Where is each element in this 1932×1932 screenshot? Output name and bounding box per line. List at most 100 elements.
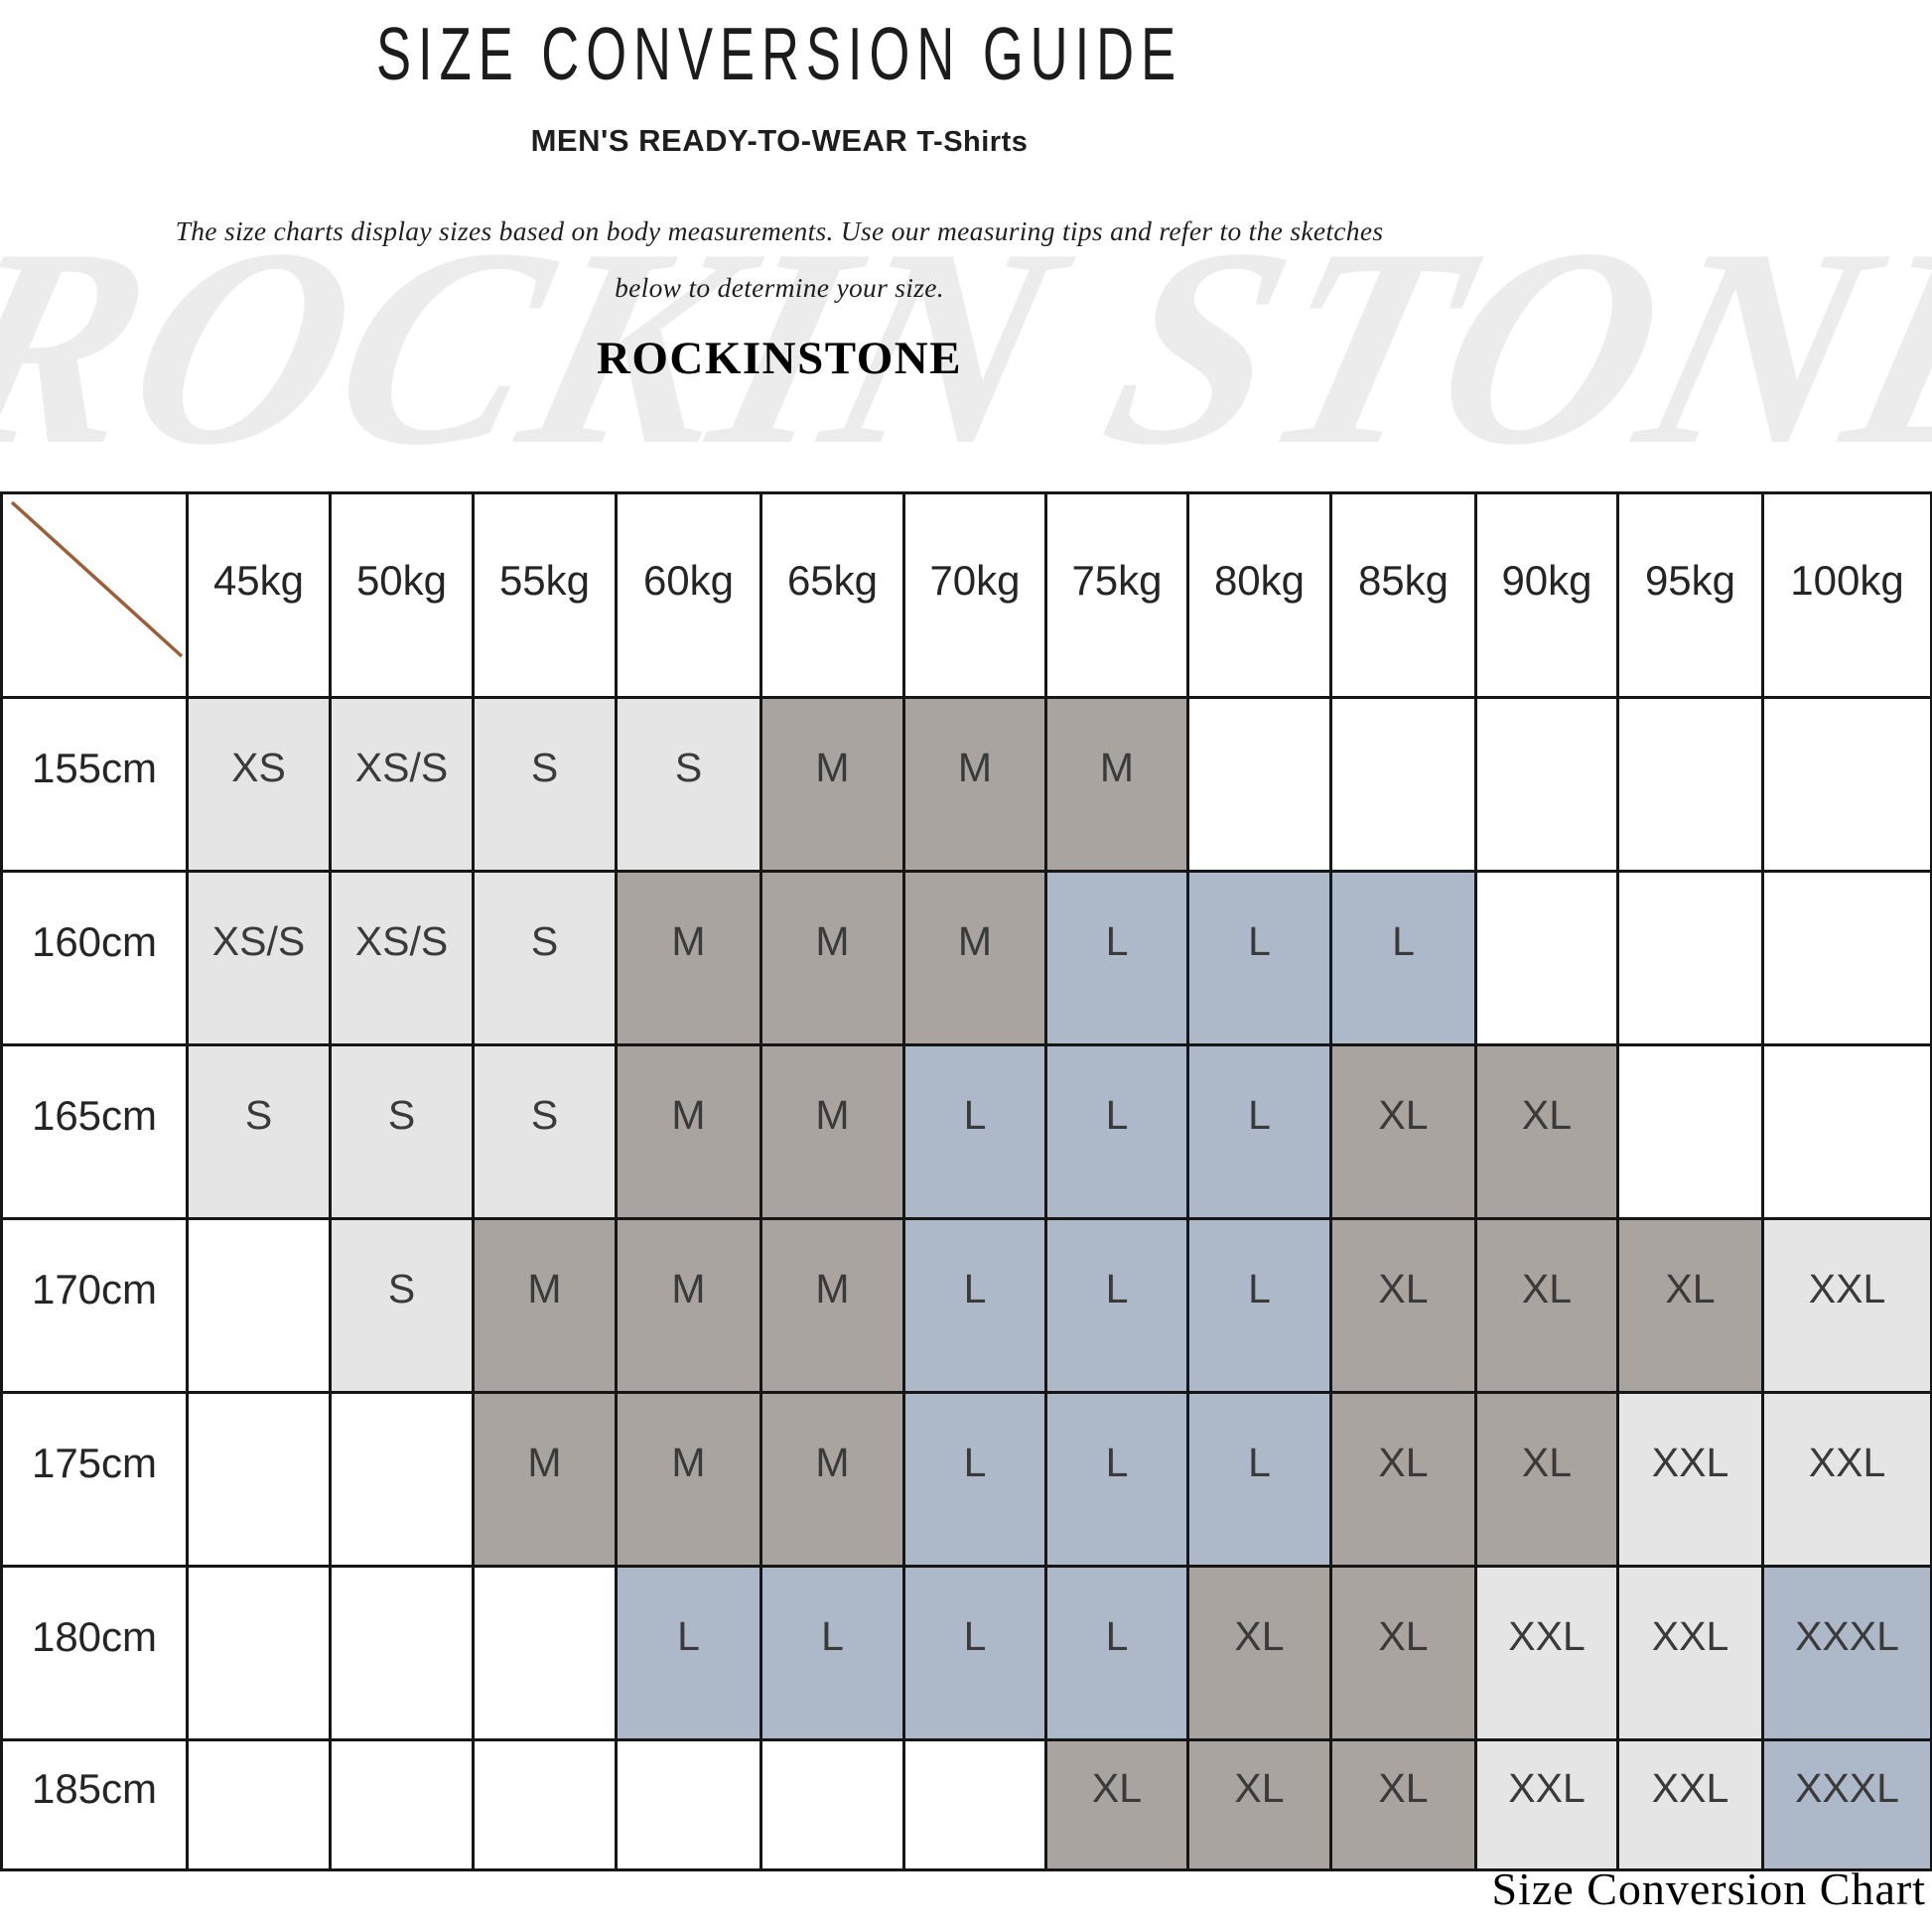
page-title: SIZE CONVERSION GUIDE: [375, 12, 1183, 95]
table-row: 160cm XS/S XS/S S M M M L L L: [0, 870, 1932, 1046]
size-cell: [472, 1738, 618, 1871]
size-cell: [186, 1217, 332, 1394]
size-cell: L: [902, 1043, 1047, 1220]
page-subtitle: MEN'S READY-TO-WEAR T-Shirts: [0, 123, 1559, 159]
size-cell: XL: [1474, 1217, 1619, 1394]
size-cell: XL: [1474, 1391, 1619, 1568]
table-header: 45kg 50kg 55kg 60kg 65kg 70kg 75kg 80kg 85kg 90kg…: [0, 491, 1932, 699]
size-cell: XL: [1044, 1738, 1189, 1871]
size-cell: M: [615, 1217, 762, 1394]
size-cell: L: [759, 1565, 905, 1741]
description-line-2: below to determine your size.: [615, 272, 944, 303]
size-cell: M: [472, 1217, 618, 1394]
size-cell: [1616, 870, 1764, 1046]
size-cell: S: [472, 870, 618, 1046]
size-cell: S: [186, 1043, 332, 1220]
weight-column-header: 75kg: [1044, 491, 1189, 699]
table-body: 155cm XS XS/S S S M M M 160cm XS/S XS/S S M M M L L L 165c…: [0, 696, 1932, 1871]
size-cell: XL: [1186, 1738, 1332, 1871]
size-cell: [472, 1565, 618, 1741]
size-cell: S: [472, 696, 618, 873]
size-cell: L: [1186, 870, 1332, 1046]
size-cell: [329, 1738, 475, 1871]
size-cell: XXXL: [1761, 1738, 1932, 1871]
size-cell: XXL: [1616, 1738, 1764, 1871]
table-row: 185cm XL XL XL XXL XXL XXXL: [0, 1738, 1932, 1871]
size-cell: XXL: [1474, 1738, 1619, 1871]
table-header-row: 45kg 50kg 55kg 60kg 65kg 70kg 75kg 80kg 85kg 90kg…: [0, 491, 1932, 699]
size-cell: L: [902, 1217, 1047, 1394]
size-cell: M: [759, 1217, 905, 1394]
weight-column-header: 60kg: [615, 491, 762, 699]
size-cell: XL: [1329, 1738, 1477, 1871]
size-cell: XL: [1474, 1043, 1619, 1220]
size-cell: [1474, 696, 1619, 873]
diagonal-line-icon: [10, 500, 184, 658]
weight-column-header: 70kg: [902, 491, 1047, 699]
description-line-1: The size charts display sizes based on b…: [175, 215, 1384, 246]
size-cell: [186, 1391, 332, 1568]
size-cell: [1186, 696, 1332, 873]
size-cell: XL: [1329, 1565, 1477, 1741]
size-cell: L: [1186, 1391, 1332, 1568]
height-row-label: 160cm: [0, 870, 189, 1046]
subtitle-product: T-Shirts: [916, 126, 1029, 158]
size-cell: M: [759, 1043, 905, 1220]
size-cell: XS/S: [186, 870, 332, 1046]
size-cell: XS/S: [329, 870, 475, 1046]
size-cell: L: [902, 1565, 1047, 1741]
table-row: 155cm XS XS/S S S M M M: [0, 696, 1932, 873]
table-corner-cell: [0, 491, 189, 699]
size-cell: M: [1044, 696, 1189, 873]
size-cell: XL: [1329, 1043, 1477, 1220]
size-cell: M: [902, 696, 1047, 873]
height-row-label: 155cm: [0, 696, 189, 873]
size-cell: M: [759, 870, 905, 1046]
size-cell: L: [1329, 870, 1477, 1046]
table-row: 170cm S M M M L L L XL XL XL XXL: [0, 1217, 1932, 1394]
size-cell: [1616, 696, 1764, 873]
weight-column-header: 65kg: [759, 491, 905, 699]
table-row: 175cm M M M L L L XL XL XXL XXL: [0, 1391, 1932, 1568]
subtitle-category: MEN'S READY-TO-WEAR: [530, 123, 908, 158]
table-row: 180cm L L L L XL XL XXL XXL XXXL: [0, 1565, 1932, 1741]
size-cell: M: [615, 1391, 762, 1568]
height-row-label: 185cm: [0, 1738, 189, 1871]
size-cell: [329, 1391, 475, 1568]
size-cell: XL: [1186, 1565, 1332, 1741]
brand-name: ROCKINSTONE: [596, 333, 963, 384]
size-cell: S: [472, 1043, 618, 1220]
height-row-label: 170cm: [0, 1217, 189, 1394]
size-cell: L: [902, 1391, 1047, 1568]
size-cell: XXL: [1616, 1391, 1764, 1568]
weight-column-header: 100kg: [1761, 491, 1932, 699]
size-cell: XXL: [1616, 1565, 1764, 1741]
size-cell: L: [1044, 1217, 1189, 1394]
size-cell: L: [1186, 1217, 1332, 1394]
size-cell: [902, 1738, 1047, 1871]
size-cell: [186, 1738, 332, 1871]
size-cell: L: [1044, 1043, 1189, 1220]
size-cell: XXL: [1474, 1565, 1619, 1741]
size-cell: XL: [1329, 1391, 1477, 1568]
size-cell: M: [902, 870, 1047, 1046]
size-cell: [759, 1738, 905, 1871]
size-cell: [1761, 1043, 1932, 1220]
size-cell: [1474, 870, 1619, 1046]
weight-column-header: 50kg: [329, 491, 475, 699]
size-conversion-table: 45kg 50kg 55kg 60kg 65kg 70kg 75kg 80kg 85kg 90kg…: [0, 491, 1932, 1871]
height-row-label: 175cm: [0, 1391, 189, 1568]
size-cell: [615, 1738, 762, 1871]
size-cell: L: [1186, 1043, 1332, 1220]
size-cell: [1761, 870, 1932, 1046]
weight-column-header: 45kg: [186, 491, 332, 699]
size-cell: XXXL: [1761, 1565, 1932, 1741]
size-cell: XL: [1329, 1217, 1477, 1394]
size-cell: M: [759, 1391, 905, 1568]
size-cell: [329, 1565, 475, 1741]
weight-column-header: 85kg: [1329, 491, 1477, 699]
size-cell: XS/S: [329, 696, 475, 873]
size-cell: S: [329, 1043, 475, 1220]
size-cell: XS: [186, 696, 332, 873]
size-cell: XL: [1616, 1217, 1764, 1394]
